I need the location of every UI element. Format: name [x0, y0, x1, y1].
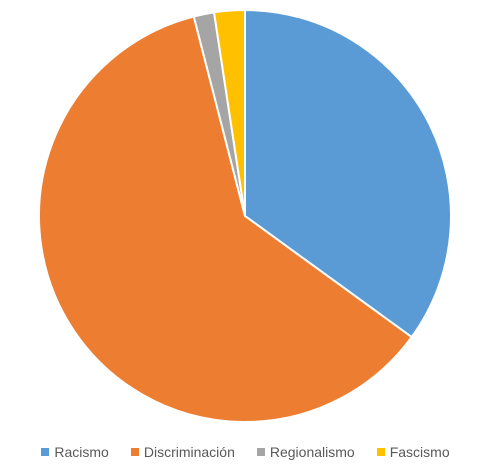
pie-slice-racismo [244, 9, 452, 339]
legend-item-racismo: Racismo [41, 444, 109, 460]
legend-swatch-discriminacion [130, 448, 139, 456]
legend-swatch-fascismo [376, 448, 385, 456]
legend-item-regionalismo: Regionalismo [256, 444, 355, 460]
legend-label-discriminacion: Discriminación [143, 444, 235, 460]
pie-slice-fascismo [213, 9, 246, 217]
legend-swatch-regionalismo [256, 448, 265, 456]
legend-item-discriminacion: Discriminación [130, 444, 235, 460]
pie-plot-area [38, 9, 452, 423]
legend-label-fascismo: Fascismo [389, 444, 450, 460]
legend-label-regionalismo: Regionalismo [269, 444, 355, 460]
pie-slice-discriminacion [38, 15, 413, 423]
legend-label-racismo: Racismo [54, 444, 109, 460]
legend-swatch-racismo [41, 448, 50, 456]
chart-legend: Racismo Discriminación Regionalismo Fasc… [0, 440, 491, 464]
legend-item-fascismo: Fascismo [376, 444, 450, 460]
